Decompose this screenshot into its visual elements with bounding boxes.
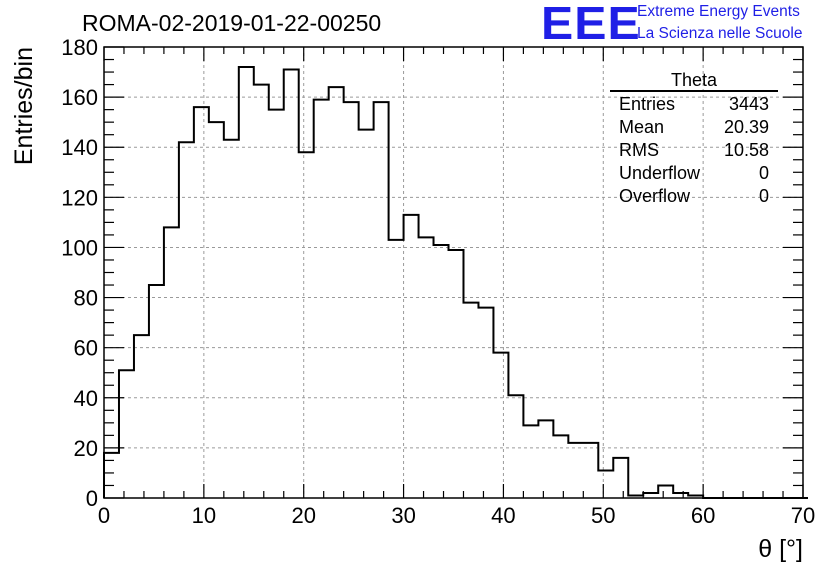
x-tick-label: 70 xyxy=(791,503,815,528)
histogram-bin xyxy=(254,85,269,498)
histogram-bin xyxy=(658,485,673,498)
histogram-bin xyxy=(613,458,628,498)
histogram-bin xyxy=(478,308,493,498)
histogram-bin xyxy=(209,122,224,498)
y-tick-label: 180 xyxy=(61,35,98,60)
x-tick-label: 50 xyxy=(591,503,615,528)
x-tick-label: 60 xyxy=(691,503,715,528)
histogram-bin xyxy=(643,493,658,498)
stats-row-label: Mean xyxy=(619,117,664,137)
histogram-bin xyxy=(508,395,523,498)
x-tick-label: 40 xyxy=(491,503,515,528)
histogram-bin xyxy=(449,250,464,498)
histogram-bin xyxy=(598,470,613,498)
histogram-bin xyxy=(434,245,449,498)
histogram-bin xyxy=(104,453,119,498)
y-tick-label: 60 xyxy=(74,336,98,361)
histogram-bin xyxy=(568,443,583,498)
histogram-bin xyxy=(404,215,419,498)
y-tick-label: 160 xyxy=(61,85,98,110)
y-tick-label: 140 xyxy=(61,135,98,160)
histogram-bin xyxy=(374,102,389,498)
histogram-bin xyxy=(538,420,553,498)
y-tick-label: 0 xyxy=(86,486,98,511)
histogram-bin xyxy=(329,87,344,498)
histogram-bin xyxy=(389,240,404,498)
histogram-bin xyxy=(673,493,688,498)
histogram-bin xyxy=(134,335,149,498)
histogram-bin xyxy=(239,67,254,498)
eee-logo: EEE xyxy=(541,0,641,49)
histogram-bin xyxy=(463,303,478,498)
y-axis-title: Entries/bin xyxy=(10,47,38,165)
stats-row-value: 3443 xyxy=(729,94,769,114)
stats-row-value: 0 xyxy=(759,163,769,183)
stats-row-value: 20.39 xyxy=(724,117,769,137)
stats-row-label: RMS xyxy=(619,140,659,160)
x-tick-label: 30 xyxy=(391,503,415,528)
histogram-bin xyxy=(359,130,374,498)
stats-row-label: Entries xyxy=(619,94,675,114)
y-tick-label: 80 xyxy=(74,286,98,311)
histogram-bin xyxy=(493,353,508,498)
histogram-bin xyxy=(269,110,284,498)
logo-line-1: Extreme Energy Events xyxy=(637,3,800,20)
x-tick-label: 10 xyxy=(192,503,216,528)
histogram-bin xyxy=(284,70,299,498)
stats-row-label: Overflow xyxy=(619,186,691,206)
histogram-bin xyxy=(224,140,239,498)
x-tick-label: 0 xyxy=(98,503,110,528)
histogram-bin xyxy=(299,152,314,498)
logo-line-2: La Scienza nelle Scuole xyxy=(637,25,803,42)
histogram-bin xyxy=(344,102,359,498)
histogram-bin xyxy=(583,443,598,498)
run-title: ROMA-02-2019-01-22-00250 xyxy=(82,10,382,36)
stats-row-value: 10.58 xyxy=(724,140,769,160)
histogram-bin xyxy=(553,435,568,498)
histogram-bin xyxy=(194,107,209,498)
histogram-bin xyxy=(149,285,164,498)
stats-row-value: 0 xyxy=(759,186,769,206)
histogram-bin xyxy=(314,100,329,498)
y-tick-label: 40 xyxy=(74,386,98,411)
histogram-bin xyxy=(164,227,179,498)
x-tick-label: 20 xyxy=(291,503,315,528)
y-tick-label: 100 xyxy=(61,235,98,260)
y-tick-label: 20 xyxy=(74,436,98,461)
histogram-bin xyxy=(179,142,194,498)
histogram-bin xyxy=(119,370,134,498)
y-tick-label: 120 xyxy=(61,185,98,210)
histogram-bin xyxy=(419,237,434,498)
histogram-bin xyxy=(523,425,538,498)
stats-title: Theta xyxy=(671,70,718,90)
x-axis-title: θ [°] xyxy=(758,535,803,563)
histogram-outline xyxy=(103,66,808,499)
stats-row-label: Underflow xyxy=(619,163,701,183)
